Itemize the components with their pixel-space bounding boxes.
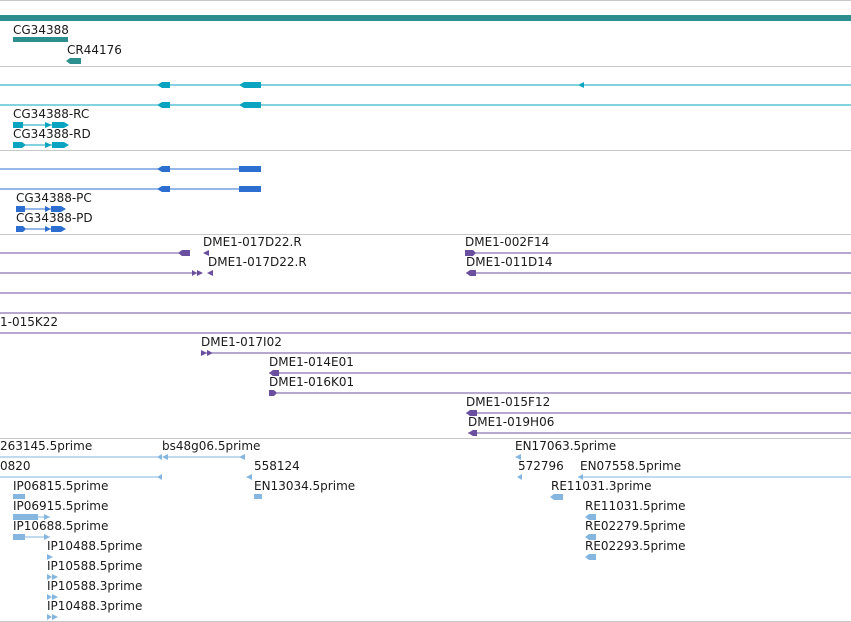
est-glyph-ip06915-5prime[interactable] xyxy=(13,514,50,520)
est-label[interactable]: IP06815.5prime xyxy=(13,479,109,493)
est-label[interactable]: EN17063.5prime xyxy=(515,439,617,453)
est-glyph-ip06815-5prime[interactable] xyxy=(13,494,25,499)
est-label[interactable]: RE02279.5prime xyxy=(585,519,686,533)
clone-end-glyph-dme1-017i02[interactable] xyxy=(201,350,851,356)
est-glyph-ip10688-5prime[interactable] xyxy=(13,534,50,540)
est-glyph-re11031-3prime[interactable] xyxy=(550,494,563,500)
est-label[interactable]: RE11031.3prime xyxy=(551,479,652,493)
est-glyph-ip10588-3prime[interactable] xyxy=(47,594,58,600)
est-row[interactable] xyxy=(0,474,851,480)
protein-row[interactable] xyxy=(0,186,261,192)
clone-end-glyph-dme1-014e01[interactable] xyxy=(269,370,851,376)
transcript-label[interactable]: CG34388-RC xyxy=(13,107,90,121)
clone-end-label[interactable]: DME1-016K01 xyxy=(269,375,355,389)
track-separator xyxy=(0,0,851,1)
transcript-row[interactable] xyxy=(0,82,851,88)
clone-end-row[interactable] xyxy=(0,250,851,256)
clone-end-label[interactable]: 1-015K22 xyxy=(0,315,59,329)
gene-label[interactable]: CG34388 xyxy=(13,23,69,37)
clone-end-glyph-dme1-019h06[interactable] xyxy=(468,430,851,436)
est-glyph-re02293-5prime[interactable] xyxy=(585,554,596,560)
clone-end-label[interactable]: DME1-002F14 xyxy=(465,235,550,249)
clone-end-row[interactable] xyxy=(0,270,851,276)
protein-row[interactable] xyxy=(0,166,261,172)
protein-label[interactable]: CG34388-PD xyxy=(16,211,93,225)
gene-label[interactable]: CR44176 xyxy=(67,43,122,57)
est-label[interactable]: IP06915.5prime xyxy=(13,499,109,513)
est-glyph-re02279-5prime[interactable] xyxy=(585,534,596,540)
clone-end-label[interactable]: DME1-017D22.R xyxy=(208,255,307,269)
clone-end-label[interactable]: DME1-019H06 xyxy=(468,415,555,429)
est-glyph-ip10488-5prime[interactable] xyxy=(47,554,53,560)
clone-end-glyph-dme1-016k01[interactable] xyxy=(269,390,851,396)
transcript-row[interactable] xyxy=(0,102,851,108)
transcript-label[interactable]: CG34388-RD xyxy=(13,127,91,141)
est-label[interactable]: IP10688.5prime xyxy=(13,519,109,533)
est-glyph-ip10588-5prime[interactable] xyxy=(47,574,58,580)
est-label[interactable]: RE11031.5prime xyxy=(585,499,686,513)
est-row[interactable] xyxy=(0,454,521,460)
est-label[interactable]: 558124 xyxy=(254,459,300,473)
est-glyph-ip10488-3prime[interactable] xyxy=(47,614,58,620)
est-glyph-en13034-5prime[interactable] xyxy=(254,494,262,499)
gene-glyph-cr44176[interactable] xyxy=(66,58,81,64)
protein-glyph-cg34388-pc[interactable] xyxy=(16,206,66,212)
clone-end-label[interactable]: DME1-014E01 xyxy=(269,355,354,369)
protein-glyph-cg34388-pd[interactable] xyxy=(16,226,66,232)
est-glyph-re11031-5prime[interactable] xyxy=(585,514,596,520)
clone-end-glyph-dme1-015f12[interactable] xyxy=(466,410,851,416)
track-separator xyxy=(0,234,851,235)
clone-end-label[interactable]: DME1-015F12 xyxy=(466,395,551,409)
transcript-glyph-cg34388-rd[interactable] xyxy=(13,142,69,148)
protein-label[interactable]: CG34388-PC xyxy=(16,191,92,205)
gene-region-bar[interactable] xyxy=(0,15,851,21)
est-label[interactable]: IP10588.5prime xyxy=(47,559,143,573)
clone-end-label[interactable]: DME1-017D22.R xyxy=(203,235,302,249)
est-label[interactable]: IP10588.3prime xyxy=(47,579,143,593)
est-label[interactable]: 0820 xyxy=(0,459,31,473)
track-separator xyxy=(0,150,851,151)
est-label[interactable]: 263145.5prime xyxy=(0,439,93,453)
clone-end-label[interactable]: DME1-017I02 xyxy=(201,335,282,349)
gene-glyph-cg34388[interactable] xyxy=(13,37,68,42)
est-label[interactable]: bs48g06.5prime xyxy=(162,439,261,453)
est-label[interactable]: EN13034.5prime xyxy=(254,479,356,493)
track-separator xyxy=(0,66,851,67)
est-label[interactable]: 572796 xyxy=(518,459,564,473)
est-label[interactable]: IP10488.5prime xyxy=(47,539,143,553)
est-label[interactable]: IP10488.3prime xyxy=(47,599,143,613)
track-separator xyxy=(0,438,851,439)
est-label[interactable]: RE02293.5prime xyxy=(585,539,686,553)
clone-end-label[interactable]: DME1-011D14 xyxy=(466,255,553,269)
est-label[interactable]: EN07558.5prime xyxy=(580,459,682,473)
transcript-glyph-cg34388-rc[interactable] xyxy=(13,122,69,128)
